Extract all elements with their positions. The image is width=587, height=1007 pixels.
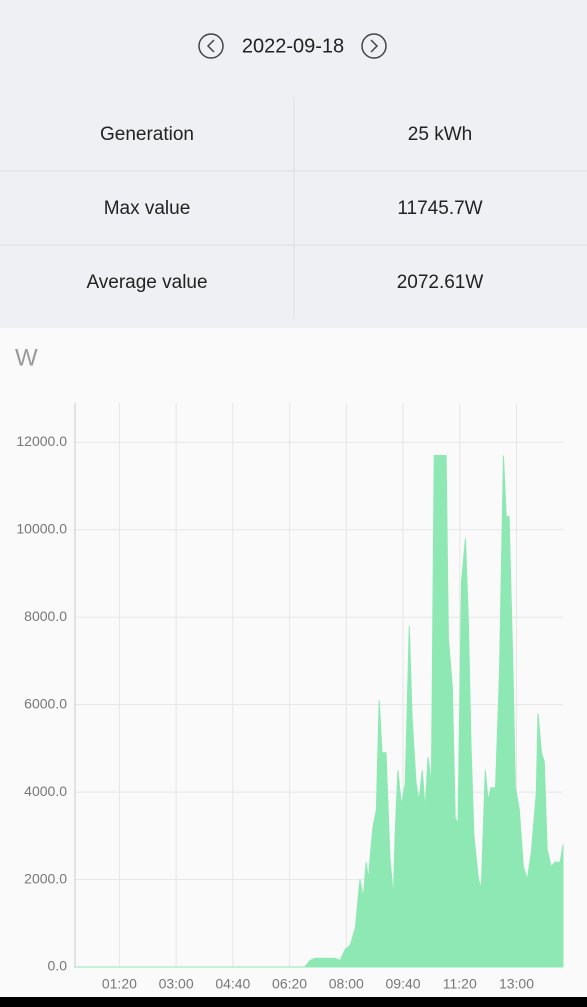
row-value: 25 kWh <box>408 124 472 145</box>
x-tick-label: 04:40 <box>215 976 250 992</box>
x-tick-label: 01:20 <box>102 976 137 992</box>
x-tick-label: 11:20 <box>443 976 477 992</box>
prev-day-button[interactable] <box>198 33 224 59</box>
row-label: Max value <box>104 198 191 219</box>
x-tick-label: 08:00 <box>329 976 364 992</box>
chart: 0.0 2000.0 4000.0 6000.0 8000.0 10000.0 12000.… <box>16 403 564 992</box>
x-tick-label: 09:40 <box>386 976 421 992</box>
row-label: Average value <box>86 272 207 293</box>
y-axis-unit: W <box>15 344 38 371</box>
date: 2022-09-18 <box>242 35 344 57</box>
y-tick-label: 6000.0 <box>24 695 67 711</box>
row-label: Generation <box>100 124 194 145</box>
next-day-button[interactable] <box>361 33 387 59</box>
area <box>74 454 564 968</box>
x-tick-label: 03:00 <box>159 976 194 992</box>
x-tick-label: 06:20 <box>272 976 307 992</box>
y-tick-label: 2000.0 <box>24 870 67 886</box>
y-tick-label: 8000.0 <box>24 608 67 624</box>
x-tick-label: 13:00 <box>499 976 534 992</box>
y-tick-label: 12000.0 <box>16 433 67 449</box>
row-value: 2072.61W <box>397 272 484 293</box>
row-value: 11745.7W <box>397 198 482 219</box>
y-tick-label: 10000.0 <box>16 520 67 536</box>
nav-bar <box>0 997 587 1007</box>
y-tick-label: 0.0 <box>48 958 68 974</box>
y-tick-label: 4000.0 <box>24 783 67 799</box>
